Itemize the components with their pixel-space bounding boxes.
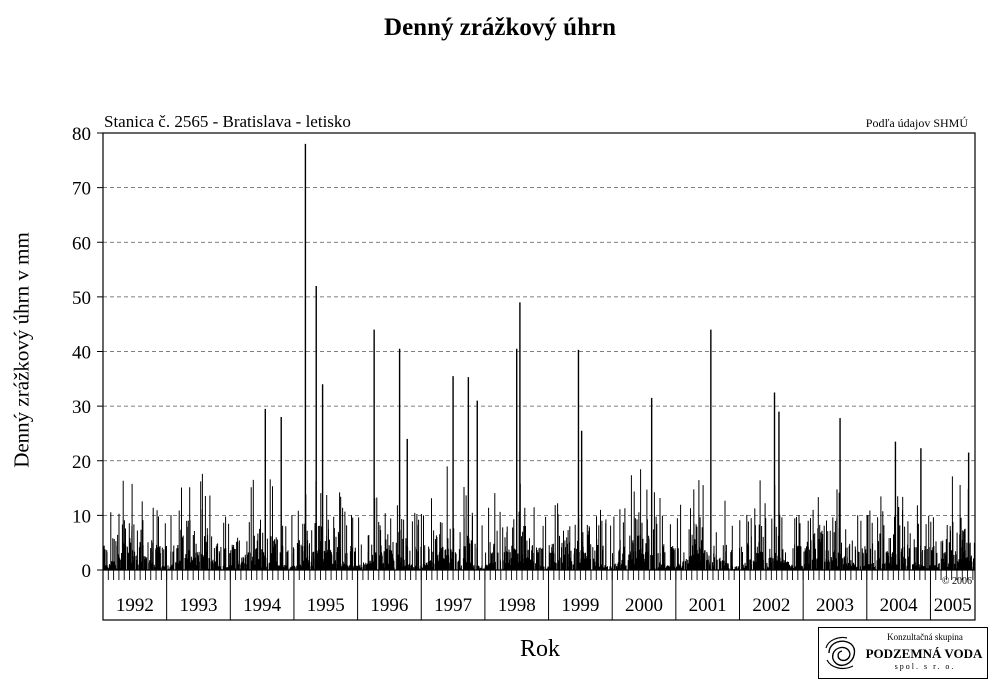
y-tick-label: 60 xyxy=(72,233,91,254)
y-tick-label: 50 xyxy=(72,288,91,309)
company-logo: Konzultačná skupina PODZEMNÁ VODA spol. … xyxy=(818,627,988,679)
y-tick-label: 40 xyxy=(72,343,91,364)
y-tick-label: 80 xyxy=(72,124,91,145)
plot-frame xyxy=(102,132,976,621)
ticks xyxy=(97,132,974,620)
year-label: 1993 xyxy=(179,595,217,616)
y-tick-label: 10 xyxy=(72,506,91,527)
logo-line-3: spol. s r. o. xyxy=(894,662,956,671)
tick-labels: 0 10 20 30 40 50 60 70 80 1992 1993 1994 1995 1996 199… xyxy=(72,124,972,616)
year-label: 2003 xyxy=(816,595,854,616)
copyright-text: © 2006 xyxy=(942,576,972,587)
x-axis-label: Rok xyxy=(519,636,561,662)
year-label: 1999 xyxy=(561,595,599,616)
year-label: 1997 xyxy=(434,595,472,616)
source-note: Podľa údajov SHMÚ xyxy=(865,116,968,130)
bars xyxy=(102,143,975,570)
year-label: 1994 xyxy=(243,595,282,616)
logo-line-2: PODZEMNÁ VODA xyxy=(865,646,983,661)
chart-title: Denný zrážkový úhrn xyxy=(384,14,616,41)
logo-line-1: Konzultačná skupina xyxy=(887,632,963,642)
year-label: 2001 xyxy=(689,595,727,616)
year-label: 2000 xyxy=(625,595,663,616)
y-tick-label: 0 xyxy=(82,561,92,582)
y-tick-label: 70 xyxy=(72,179,91,200)
logo-mark-icon xyxy=(825,636,856,670)
y-tick-label: 20 xyxy=(72,452,91,473)
year-label: 2005 xyxy=(934,595,972,616)
year-label: 2002 xyxy=(752,595,790,616)
year-label: 1992 xyxy=(116,595,154,616)
year-label: 2004 xyxy=(880,595,919,616)
grid-lines xyxy=(103,187,975,516)
daily-bars xyxy=(102,466,975,570)
year-label: 1998 xyxy=(498,595,536,616)
y-tick-label: 30 xyxy=(72,397,91,418)
year-label: 1996 xyxy=(370,595,408,616)
station-label: Stanica č. 2565 - Bratislava - letisko xyxy=(104,112,351,131)
year-label: 1995 xyxy=(307,595,345,616)
